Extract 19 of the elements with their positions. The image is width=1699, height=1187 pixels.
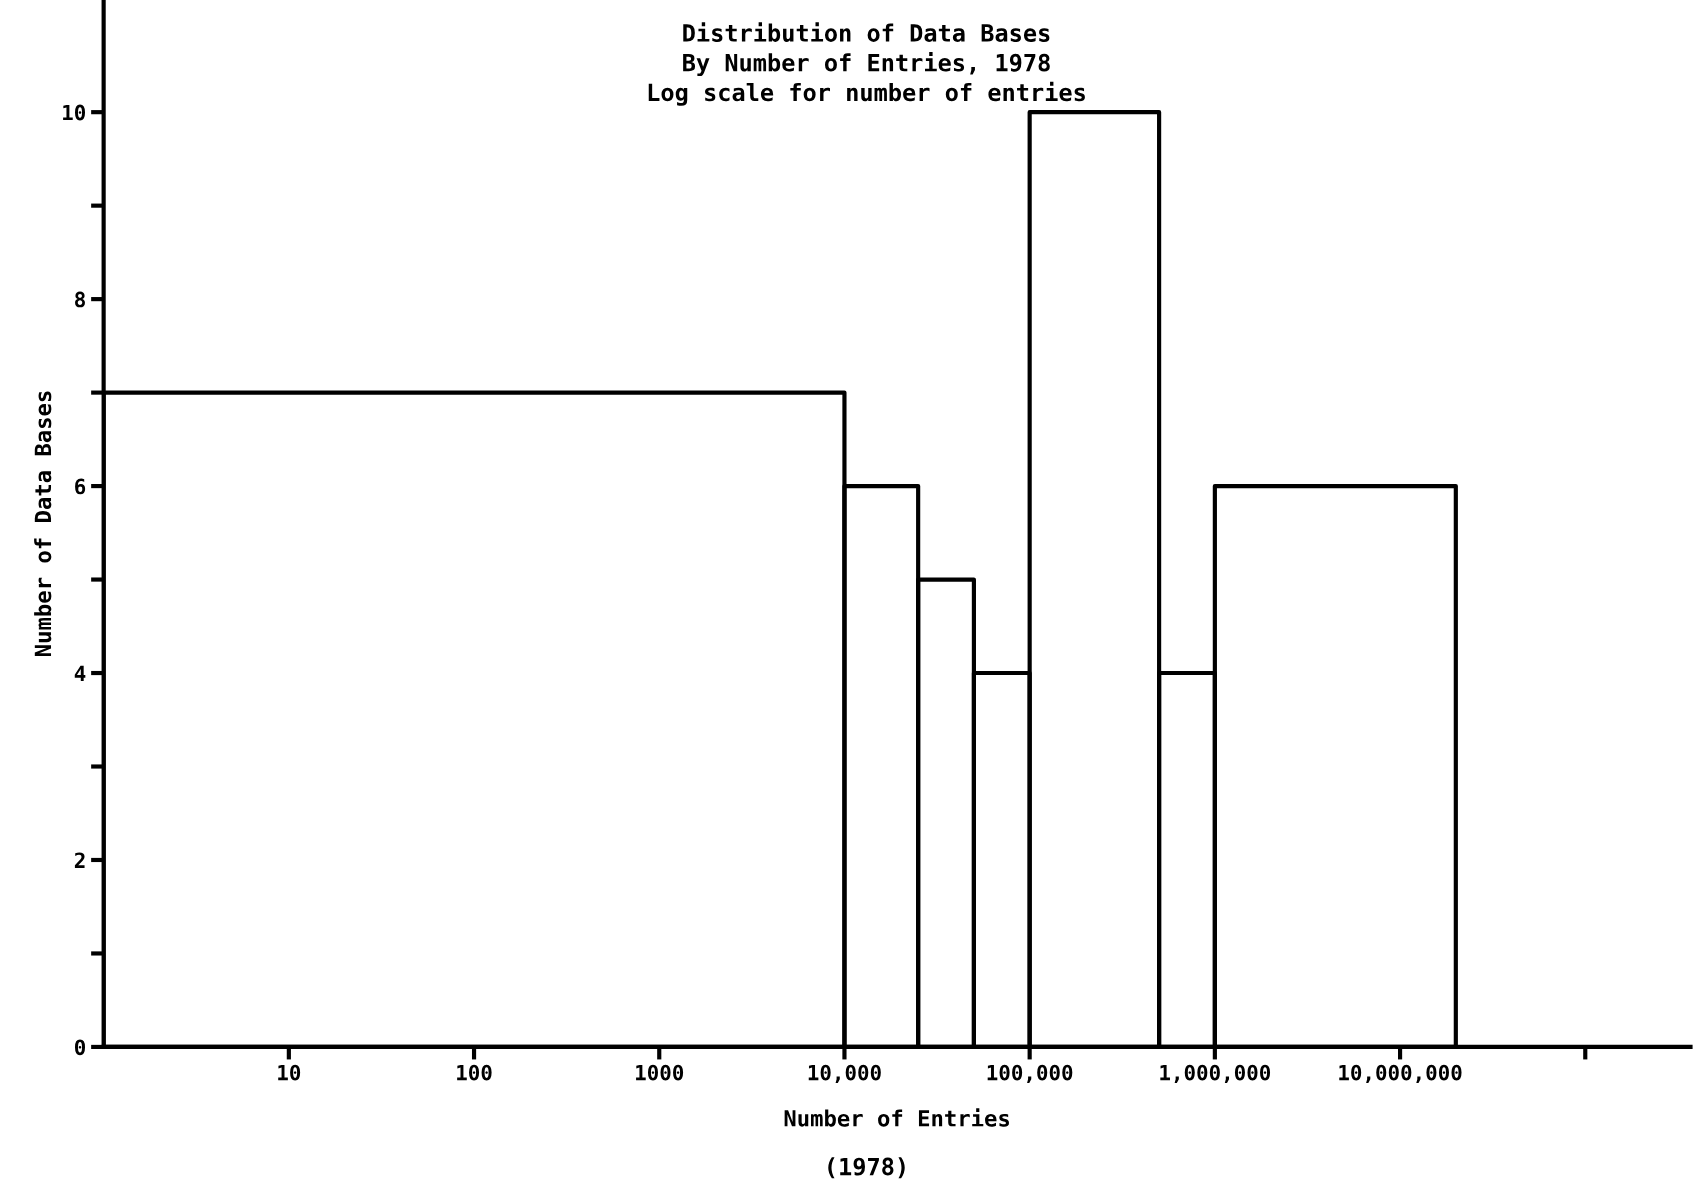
annotation: Log scale for number of entries	[648, 81, 1085, 106]
y-tick-label: 8	[75, 291, 85, 308]
y-tick-label: 2	[74, 852, 85, 868]
x-tick-label: 10,000,000	[1339, 1064, 1462, 1084]
x-axis-title: Number of Entries	[784, 1108, 1009, 1127]
x-tick-label: 100	[457, 1064, 492, 1081]
text: (1978)	[828, 1157, 905, 1179]
x-tick-label: 10,000	[808, 1064, 881, 1084]
text: By Number of Entries, 1978	[683, 52, 1050, 77]
text: Distribution of Data Bases	[683, 22, 1050, 42]
y-axis-title: Number of Data Bases	[34, 391, 52, 656]
x-tick-label: 1,000,000	[1160, 1064, 1271, 1084]
y-tick-label: 10	[63, 104, 86, 121]
y-tick-label: 6	[75, 478, 86, 495]
y-tick-label: 0	[74, 1039, 86, 1056]
x-tick-label: 10	[278, 1064, 301, 1081]
x-tick-label: 100,000	[987, 1064, 1073, 1084]
y-tick-label: 4	[74, 665, 86, 681]
x-tick-label: 1000	[636, 1064, 684, 1081]
